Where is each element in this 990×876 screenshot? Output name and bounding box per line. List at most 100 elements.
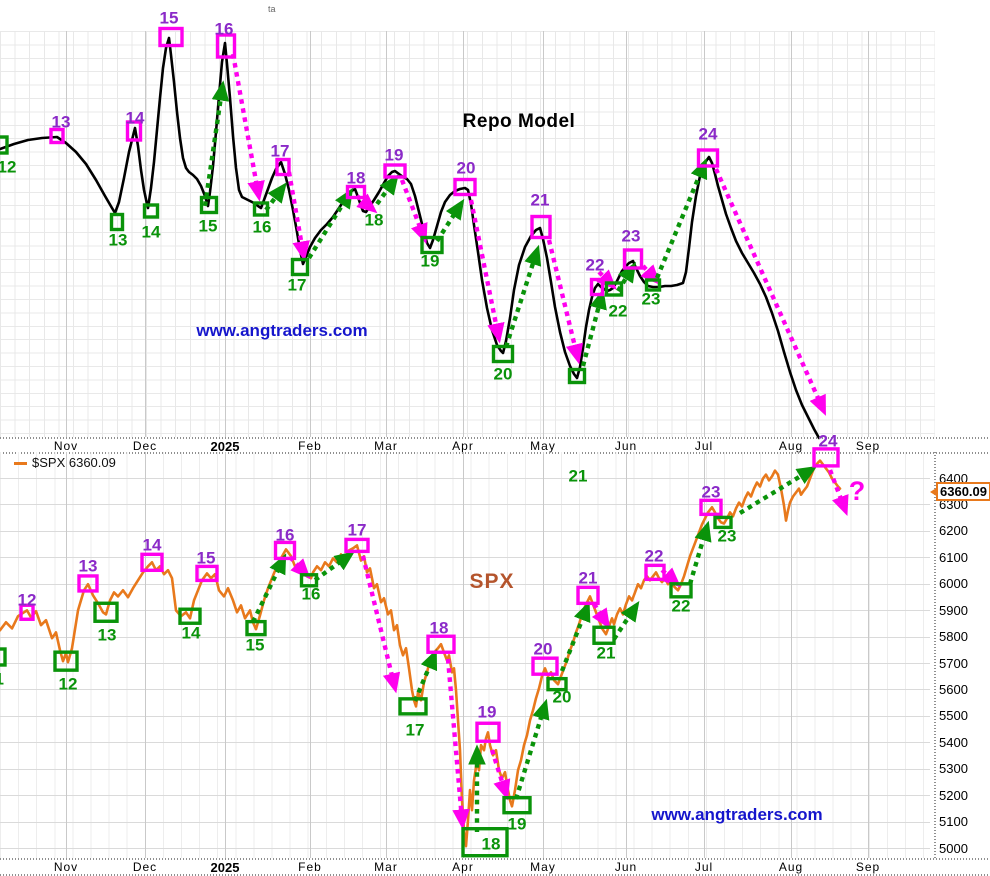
month-label-Jul: Jul <box>694 439 714 453</box>
repo-up-arrow-4 <box>307 187 354 260</box>
spx-svg: 12 13 14 15 16 17 18 19 20 21 22 23 24 12 13 14 15 16 17 18… <box>0 432 865 858</box>
price-gridline-5000 <box>0 848 930 849</box>
repo-month-line-Jun <box>626 31 627 437</box>
spx-month-line-Jun <box>626 452 627 858</box>
spx-trough-label-21: 21 <box>597 644 616 663</box>
repo-month-line-Mar <box>386 31 387 437</box>
y-axis-label-5600: 5600 <box>939 682 968 697</box>
spx-trough-box-17 <box>398 697 428 716</box>
spx-price-line <box>0 459 842 848</box>
y-axis-label-5800: 5800 <box>939 629 968 644</box>
repo-down-arrow-7 <box>399 179 428 245</box>
repo-trough-box-22 <box>604 281 624 297</box>
repo-peak-label-16: 16 <box>215 20 234 39</box>
month-label-Apr: Apr <box>452 439 474 453</box>
repo-grid <box>0 31 935 437</box>
spx-axis-ticks <box>0 858 990 860</box>
month-label-Aug: Aug <box>778 439 804 453</box>
spx-peak-box-22 <box>644 563 666 582</box>
spx-peak-label-16: 16 <box>276 526 295 545</box>
repo-peak-label-18: 18 <box>347 169 366 188</box>
spx-trough-label-20: 20 <box>553 688 572 707</box>
spx-trough-label-16: 16 <box>302 585 321 604</box>
repo-peak-box-18 <box>345 184 367 200</box>
spx-trough-box-21 <box>592 625 616 645</box>
repo-trough-label-17: 17 <box>288 276 307 295</box>
price-gridline-5700 <box>0 663 930 664</box>
month-label-May: May <box>530 860 556 874</box>
spx-month-line-Dec <box>145 452 146 858</box>
y-axis-label-5400: 5400 <box>939 735 968 750</box>
spx-month-line-Feb <box>310 452 311 858</box>
repo-month-line-Jul <box>704 31 705 437</box>
spx-peak-label-23: 23 <box>702 483 721 502</box>
price-gridline-5900 <box>0 610 930 611</box>
spx-watermark: www.angtraders.com <box>651 805 823 824</box>
repo-peak-box-21 <box>530 214 552 240</box>
repo-down-arrow-17 <box>713 168 826 416</box>
spx-peak-box-24 <box>812 447 840 468</box>
repo-peak-box-16 <box>215 33 237 59</box>
spx-peak-label-15: 15 <box>197 549 216 568</box>
spx-peak-label-17: 17 <box>348 521 367 540</box>
repo-month-line-Apr <box>463 31 464 437</box>
repo-peak-box-24 <box>696 148 720 168</box>
spx-trough-box-20 <box>546 676 568 692</box>
repo-up-arrow-0 <box>202 80 230 207</box>
spx-panel: $SPX 6360.09 SPX www.angtraders.com 6400… <box>0 432 990 858</box>
repo-watermark: www.angtraders.com <box>196 321 368 340</box>
repo-month-line-Sep <box>868 31 869 437</box>
spx-trough-label-14: 14 <box>182 624 201 643</box>
price-gridline-6400 <box>0 478 930 479</box>
spx-peak-box-23 <box>699 498 723 517</box>
spx-up-arrow-8 <box>513 698 550 800</box>
spx-legend-text: $SPX 6360.09 <box>32 455 116 470</box>
spx-trough-label-18: 18 <box>482 835 501 854</box>
repo-peak-box-17 <box>275 157 291 177</box>
month-label-Nov: Nov <box>53 439 79 453</box>
repo-trough-box-16 <box>252 201 270 217</box>
repo-axis-ticks <box>0 437 990 439</box>
y-axis-label-5000: 5000 <box>939 841 968 856</box>
repo-month-line-Nov <box>66 31 67 437</box>
repo-peak-label-24: 24 <box>699 125 718 144</box>
spx-peak-box-13 <box>77 574 99 593</box>
price-gridline-6000 <box>0 584 930 585</box>
repo-month-line-Dec <box>145 31 146 437</box>
spx-month-line-2025 <box>225 452 226 858</box>
spx-trough-label-19: 19 <box>508 815 527 834</box>
repo-edge-box-0 <box>0 135 9 155</box>
y-axis-label-5900: 5900 <box>939 603 968 618</box>
spx-peak-label-12: 12 <box>18 591 37 610</box>
repo-up-arrow-10 <box>503 244 542 348</box>
repo-peak-label-20: 20 <box>457 159 476 178</box>
repo-price-line <box>0 36 821 440</box>
repo-month-line-Feb <box>310 31 311 437</box>
repo-month-line-2025 <box>225 31 226 437</box>
spx-up-arrow-9 <box>559 600 591 672</box>
repo-peak-box-22 <box>589 277 605 297</box>
spx-peak-box-12 <box>19 603 35 621</box>
month-label-Apr: Apr <box>452 860 474 874</box>
spx-month-line-Jul <box>704 452 705 858</box>
y-axis-label-5100: 5100 <box>939 814 968 829</box>
spx-edge-box-0 <box>0 647 7 667</box>
spx-float-21: 21 <box>569 467 588 486</box>
repo-x-axis: Nov Dec 2025 Feb Mar Apr May Jun Jul Aug Sep <box>0 437 990 454</box>
spx-up-arrow-0 <box>251 553 287 623</box>
spx-month-line-Aug <box>791 452 792 858</box>
spx-trough-box-19 <box>502 796 532 815</box>
spx-legend: $SPX 6360.09 <box>14 455 116 470</box>
spx-peak-box-18 <box>426 634 456 654</box>
repo-peak-label-19: 19 <box>385 146 404 165</box>
month-label-Aug: Aug <box>778 860 804 874</box>
spx-peak-label-22: 22 <box>645 547 664 566</box>
price-gridline-6100 <box>0 557 930 558</box>
month-label-Feb: Feb <box>298 439 322 453</box>
repo-peak-label-13: 13 <box>52 113 71 132</box>
spx-trough-box-23 <box>713 515 733 530</box>
spx-peak-label-19: 19 <box>478 703 497 722</box>
repo-down-arrow-15 <box>640 264 661 286</box>
month-label-Mar: Mar <box>374 860 398 874</box>
spx-peak-label-14: 14 <box>143 536 162 555</box>
